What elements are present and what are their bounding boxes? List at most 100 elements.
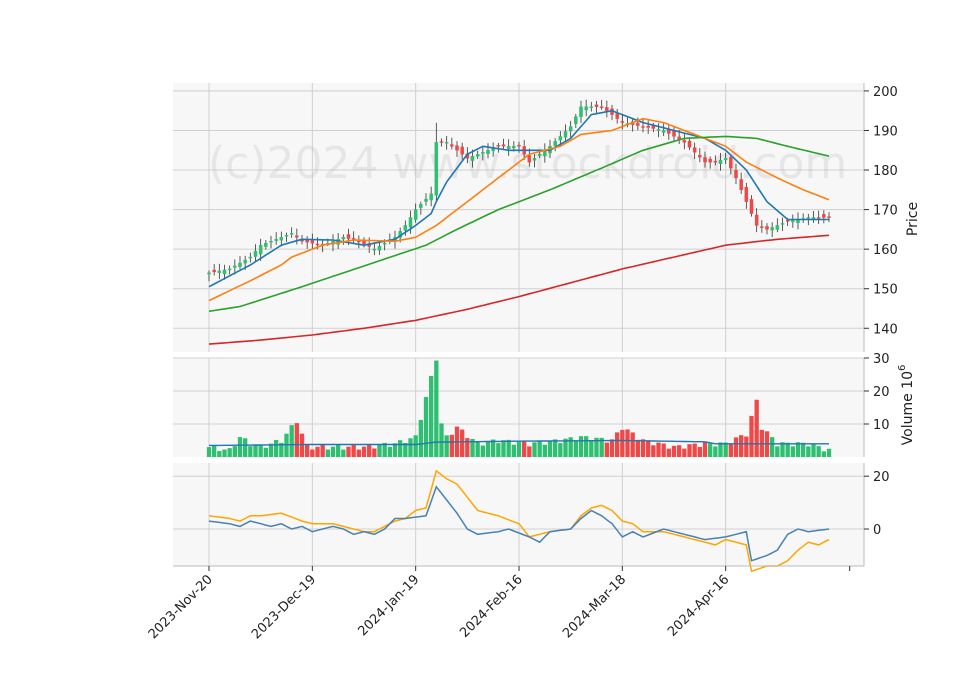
volume-bar — [387, 446, 392, 457]
volume-bar — [790, 446, 795, 457]
candle-down — [708, 158, 712, 163]
volume-bar — [733, 437, 739, 457]
volume-bar — [470, 438, 475, 457]
volume-bar — [413, 435, 418, 457]
candle-down — [827, 216, 831, 218]
x-tick-label: 2024-Jan-19 — [355, 572, 422, 639]
x-tick-label: 2024-Apr-16 — [665, 572, 732, 639]
volume-series — [206, 360, 832, 457]
volume-bar — [403, 443, 408, 457]
volume-bar — [310, 449, 315, 457]
candle-down — [599, 106, 604, 108]
candle-up — [574, 116, 578, 125]
volume-bar — [279, 442, 284, 457]
candle-down — [744, 187, 749, 202]
volume-bar — [811, 443, 816, 457]
candle-down — [460, 146, 464, 155]
price-tick-label: 200 — [873, 85, 898, 100]
candle-down — [765, 226, 769, 230]
candle-up — [341, 237, 346, 240]
candle-up — [408, 217, 413, 228]
volume-bar — [671, 445, 677, 457]
volume-bar — [444, 435, 449, 457]
candle-up — [429, 193, 433, 201]
volume-bar — [480, 445, 485, 457]
volume-bar — [206, 447, 212, 457]
volume-bar — [222, 449, 227, 457]
candle-down — [822, 214, 826, 218]
volume-bar — [718, 442, 723, 457]
candle-down — [754, 214, 759, 226]
candle-down — [760, 226, 764, 228]
volume-bar — [243, 438, 248, 457]
volume-bar — [625, 429, 630, 457]
candle-down — [672, 130, 676, 137]
candle-up — [424, 198, 428, 202]
volume-bar — [341, 449, 346, 457]
volume-bar — [232, 446, 237, 457]
volume-bar — [423, 396, 429, 457]
candle-down — [641, 126, 645, 128]
candle-down — [692, 147, 697, 153]
x-tick-label: 2023-Dec-19 — [249, 572, 319, 642]
candle-up — [723, 157, 728, 161]
volume-bar — [392, 443, 398, 457]
candle-up — [253, 250, 258, 257]
candle-down — [713, 160, 718, 163]
candle-up — [584, 106, 588, 111]
candle-down — [501, 144, 506, 147]
volume-bar — [351, 445, 356, 457]
volume-bar — [336, 445, 341, 457]
candle-up — [434, 142, 439, 196]
volume-bar — [785, 442, 790, 457]
price-tick-label: 180 — [873, 164, 898, 179]
volume-bar — [749, 415, 754, 457]
candle-down — [615, 113, 619, 119]
volume-bar — [356, 449, 361, 457]
candle-up — [791, 220, 795, 223]
candle-up — [506, 146, 511, 149]
price-tick-label: 140 — [873, 322, 898, 337]
candle-up — [258, 244, 263, 255]
volume-bar — [522, 441, 527, 457]
volume-bar — [630, 432, 635, 457]
candle-up — [481, 152, 485, 154]
ma10-line — [208, 117, 830, 302]
volume-bar — [449, 434, 454, 457]
candle-down — [739, 179, 743, 191]
candle-up — [553, 141, 557, 146]
volume-bar — [320, 444, 325, 457]
volume-axis-label: Volume 106 — [897, 365, 916, 446]
volume-bar — [465, 438, 470, 457]
candle-up — [579, 106, 583, 118]
candle-up — [661, 130, 666, 133]
candle-down — [212, 269, 216, 273]
candle-down — [646, 125, 650, 128]
ma60-line — [208, 234, 830, 345]
x-tick-label: 2024-Feb-16 — [457, 572, 526, 641]
volume-bar — [584, 436, 589, 457]
candle-up — [475, 154, 480, 157]
ma5-line — [208, 109, 829, 288]
candle-up — [470, 155, 475, 161]
volume-bar — [263, 447, 268, 457]
candle-down — [620, 121, 625, 123]
volume-bar — [361, 446, 367, 457]
volume-bar — [367, 444, 372, 457]
candle-down — [729, 157, 733, 169]
volume-bar — [640, 439, 646, 457]
price-series — [207, 99, 831, 345]
volume-bar — [212, 445, 217, 457]
volume-bar — [511, 444, 516, 457]
candle-up — [289, 233, 294, 235]
volume-bar — [475, 441, 480, 457]
volume-bar — [289, 425, 294, 457]
volume-bar — [589, 440, 594, 457]
volume-bar — [801, 442, 806, 457]
volume-bar — [248, 446, 253, 457]
candle-up — [718, 159, 723, 164]
volume-ma-line — [209, 439, 829, 447]
candle-down — [749, 199, 754, 214]
volume-bar — [274, 439, 279, 457]
